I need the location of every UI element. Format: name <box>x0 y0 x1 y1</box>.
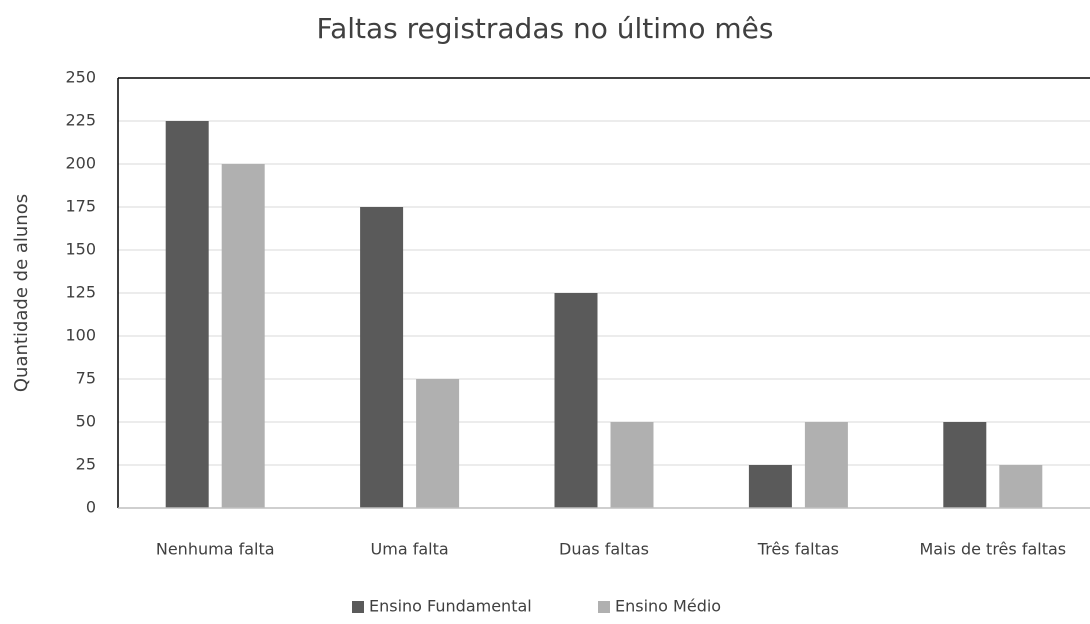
bar <box>804 422 848 508</box>
legend-swatch <box>598 601 610 613</box>
y-tick-label: 0 <box>86 498 96 517</box>
bar <box>748 465 792 508</box>
y-tick-label: 150 <box>65 240 96 259</box>
bar <box>360 207 404 508</box>
y-tick-label: 175 <box>65 197 96 216</box>
bar <box>165 121 209 508</box>
x-tick-label: Duas faltas <box>559 540 649 559</box>
y-tick-label: 250 <box>65 68 96 87</box>
legend-label: Ensino Médio <box>615 597 721 616</box>
x-tick-label: Uma falta <box>371 540 449 559</box>
y-tick-label: 25 <box>76 455 96 474</box>
x-tick-label: Nenhuma falta <box>156 540 275 559</box>
chart-title: Faltas registradas no último mês <box>317 12 774 45</box>
y-tick-label: 75 <box>76 369 96 388</box>
x-tick-label: Três faltas <box>757 540 839 559</box>
y-tick-label: 225 <box>65 111 96 130</box>
bar <box>554 293 598 508</box>
y-axis-label: Quantidade de alunos <box>11 194 32 392</box>
y-tick-label: 125 <box>65 283 96 302</box>
bar <box>999 465 1043 508</box>
y-tick-label: 200 <box>65 154 96 173</box>
bar <box>943 422 987 508</box>
x-tick-label: Mais de três faltas <box>919 540 1066 559</box>
bar <box>610 422 654 508</box>
y-tick-label: 50 <box>76 412 96 431</box>
legend-label: Ensino Fundamental <box>369 597 532 616</box>
bar <box>221 164 265 508</box>
y-tick-label: 100 <box>65 326 96 345</box>
legend-swatch <box>352 601 364 613</box>
bar <box>416 379 460 508</box>
